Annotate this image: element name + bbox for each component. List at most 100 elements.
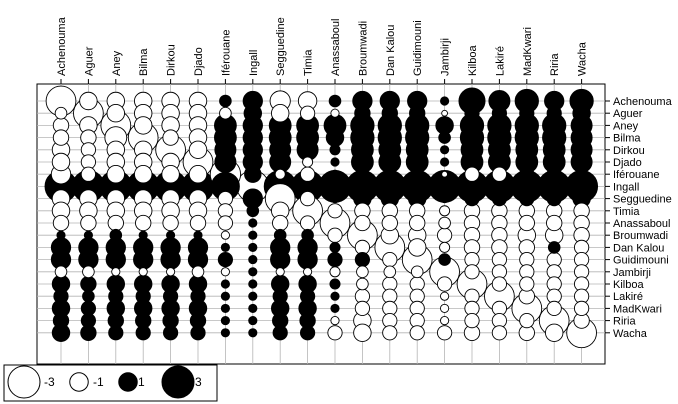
column-label: Djado [193,47,205,76]
bubble-negative [440,316,450,326]
bubble-positive [546,190,562,207]
bubble-negative [327,203,343,219]
bubble-negative [106,103,126,123]
bubble-positive [330,291,340,301]
bubble-negative [217,215,234,231]
row-label: Iférouane [613,169,659,181]
bubble-negative [436,227,453,243]
bubble-negative [573,300,590,317]
bubble-positive [220,303,230,313]
plot-frame [36,83,606,365]
bubble-negative [546,300,562,317]
bubble-positive [572,103,591,123]
bubble-negative [436,276,453,292]
bubble-negative [275,267,285,277]
column-label: Riria [549,53,561,76]
column-label: Anassaboul [330,19,342,77]
bubble-positive [577,169,587,179]
bubble-positive [162,325,179,341]
bubble-negative [441,109,448,117]
bubble-positive [220,316,230,326]
bubble-positive [220,279,230,289]
bubble-negative [138,267,148,277]
bubble-negative [220,267,230,277]
column-label: Dan Kalou [385,25,397,76]
bubble-negative [491,325,508,341]
bubble-positive [440,157,450,167]
row-label: MadKwari [613,303,662,315]
bubble-positive [270,249,291,270]
bubble-negative [82,265,95,279]
bubble-negative [356,277,369,291]
bubble-positive [248,230,258,240]
column-label: Broumwadi [357,21,369,76]
bubble-positive [301,228,314,242]
bubble-positive [330,157,340,167]
bubble-positive [546,166,562,182]
bubble-positive [248,303,258,313]
bubble-negative [54,265,68,279]
column-labels: Achenouma Aguer Aney Bilma Dirkou Djado Iférou… [56,16,589,76]
legend-circle [7,365,41,399]
bubble-positive [438,131,451,144]
bubble-negative [439,205,451,217]
row-label: Timia [613,206,640,218]
bubble-negative [166,267,176,277]
bubble-positive [53,288,69,304]
bubble-positive [244,165,262,183]
bubble-negative [441,170,448,178]
bubble-negative [79,91,98,111]
bubble-positive [220,291,230,301]
row-label: Achenouma [613,96,673,108]
bubble-positive [440,194,450,204]
bubble-negative [464,312,480,329]
bubble-positive [329,241,341,253]
bubble-negative [383,265,397,279]
bubble-negative [329,266,341,278]
column-label: MadKwari [522,27,534,76]
bubble-positive [162,288,179,304]
bubble-negative [354,214,371,232]
bubble-negative [270,103,290,123]
bubble-positive [52,312,70,329]
row-label: Broumwadi [613,230,668,242]
legend-circle [161,365,195,399]
bubble-negative [272,214,289,232]
bubble-positive [248,279,258,289]
bubble-negative [302,156,314,168]
bubble-negative [354,300,371,317]
bubble-positive [248,316,258,326]
bubble-negative [327,325,343,341]
bubble-negative [438,216,451,230]
bubble-positive [464,105,480,121]
bubble-positive [330,303,340,313]
bubble-positive [356,167,369,181]
bubble-positive [491,105,508,121]
bubble-negative [491,276,508,292]
bubble-positive [272,288,288,304]
bubble-negative [106,164,126,184]
column-label: Aguer [83,46,95,76]
bubble-positive [138,230,148,240]
bubble-positive [440,145,450,155]
row-label: Ingall [613,181,639,193]
legend-label: 3 [195,375,202,389]
bubble-negative [188,164,208,184]
bubble-positive [299,325,316,341]
row-label: Dirkou [613,145,645,157]
bubble-negative [52,129,70,146]
bubble-positive [108,288,124,304]
bubble-positive [330,169,340,179]
column-label: Ingall [248,50,260,76]
bubble-negative [133,164,153,184]
bubble-negative [162,214,179,232]
bubble-negative [491,166,508,182]
bubble-negative [439,241,451,253]
bubble-negative [382,325,398,341]
bubble-positive [109,228,123,242]
bubble-positive [327,251,343,268]
row-label: Bilma [613,133,641,145]
bubble-negative [51,152,71,172]
bubble-negative [188,140,208,160]
